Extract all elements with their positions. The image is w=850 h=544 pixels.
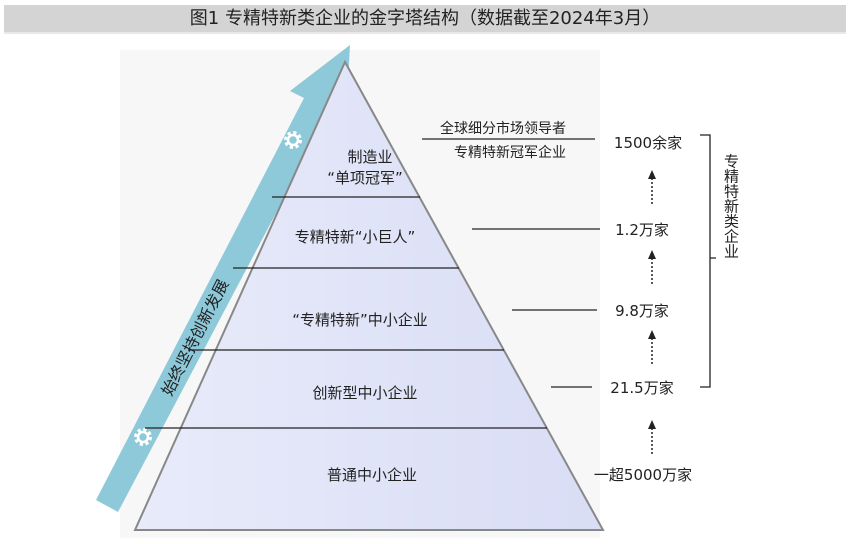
level-1-label-line1: 制造业	[347, 148, 392, 166]
bracket	[700, 134, 716, 388]
level-3-label: “专精特新”中小企业	[292, 311, 428, 329]
top-note-below: 专精特新冠军企业	[454, 144, 566, 161]
level-1-count: 1500余家	[614, 134, 682, 152]
level-5-count: 一超5000万家	[594, 466, 692, 484]
level-4-label: 创新型中小企业	[312, 384, 417, 402]
gear-icon	[134, 428, 152, 446]
figure-title: 图1 专精特新类企业的金字塔结构（数据截至2024年3月）	[4, 5, 846, 34]
level-4-count: 21.5万家	[610, 379, 673, 397]
level-1-label-line2: “单项冠军”	[327, 169, 403, 187]
level-5-label: 普通中小企业	[327, 466, 417, 484]
innovation-arrow	[96, 45, 350, 512]
arrow-up-icon	[648, 170, 656, 455]
pyramid	[133, 59, 605, 531]
level-3-count: 9.8万家	[615, 302, 669, 320]
level-2-label: 专精特新“小巨人”	[295, 228, 416, 246]
level-dividers	[145, 196, 547, 429]
level-2-count: 1.2万家	[615, 221, 669, 239]
count-leader-lines	[472, 228, 600, 388]
top-note-above: 全球细分市场领导者	[440, 120, 566, 137]
bracket-label: 专精特新类企业	[722, 154, 740, 259]
gear-icon	[284, 131, 302, 149]
